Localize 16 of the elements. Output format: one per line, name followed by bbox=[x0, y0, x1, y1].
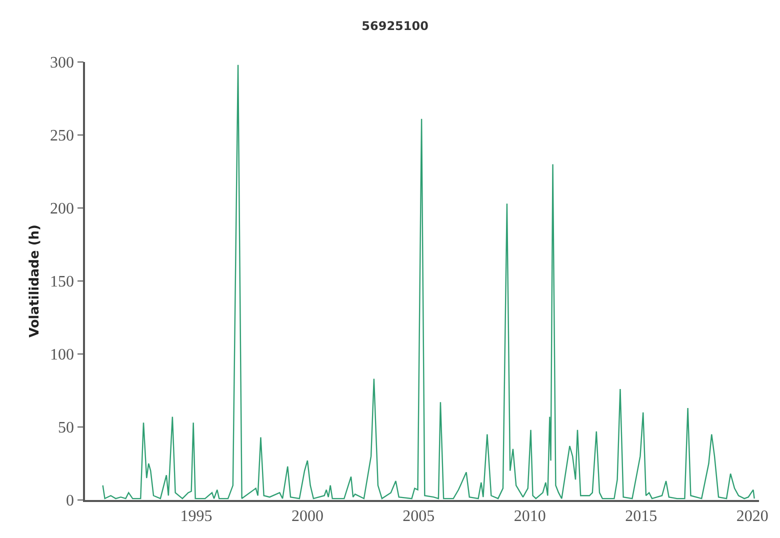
x-tick-label: 2005 bbox=[402, 508, 435, 525]
y-tick-label: 50 bbox=[58, 420, 74, 437]
line-series bbox=[102, 64, 755, 500]
x-tick-label: 2000 bbox=[291, 508, 324, 525]
y-tick-label: 150 bbox=[50, 274, 74, 291]
x-tick-label: 2015 bbox=[625, 508, 658, 525]
x-tick-label: 1995 bbox=[180, 508, 212, 525]
x-tick-label: 2010 bbox=[514, 508, 546, 525]
y-axis-title: Volatilidade (h) bbox=[28, 224, 42, 338]
y-tick-label: 300 bbox=[50, 54, 74, 72]
y-tick-label: 250 bbox=[50, 128, 74, 145]
y-tick-label: 0 bbox=[66, 492, 74, 510]
y-tick-label: 100 bbox=[50, 346, 74, 364]
chart-title: 56925100 bbox=[362, 18, 428, 33]
x-tick-label: 2020 bbox=[736, 508, 768, 525]
y-tick-label: 200 bbox=[50, 200, 74, 218]
